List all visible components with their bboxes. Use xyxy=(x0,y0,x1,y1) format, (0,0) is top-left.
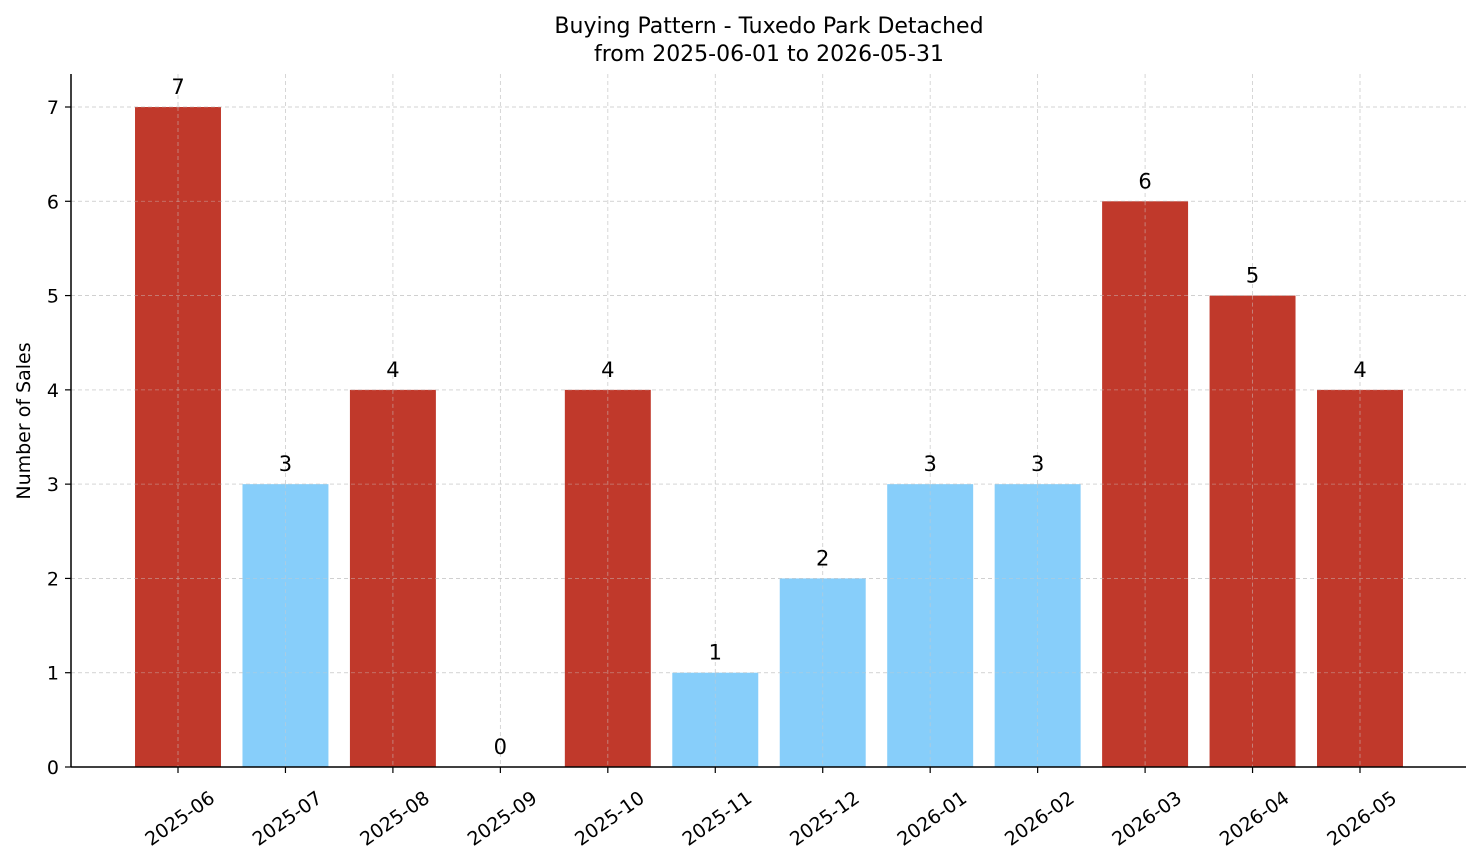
data-label-2025-12: 2 xyxy=(816,546,829,570)
data-label-2026-05: 4 xyxy=(1353,358,1366,382)
chart-subtitle: from 2025-06-01 to 2026-05-31 xyxy=(594,42,944,67)
x-tick-label: 2025-07 xyxy=(249,787,327,851)
x-tick-label: 2025-11 xyxy=(678,787,756,851)
data-label-2025-07: 3 xyxy=(279,452,292,476)
y-tick-label: 6 xyxy=(47,191,59,213)
y-tick-label: 1 xyxy=(47,663,59,685)
y-tick-label: 0 xyxy=(47,757,59,779)
data-label-2025-09: 0 xyxy=(494,735,507,759)
data-label-2026-01: 3 xyxy=(923,452,936,476)
y-axis-label: Number of Sales xyxy=(13,342,35,499)
y-tick-label: 7 xyxy=(47,97,59,119)
x-tick-label: 2026-03 xyxy=(1108,787,1186,851)
data-label-2025-10: 4 xyxy=(601,358,614,382)
y-tick-label: 5 xyxy=(47,286,59,308)
x-tick-label: 2026-01 xyxy=(893,787,971,851)
axes xyxy=(65,74,1466,773)
data-label-2026-02: 3 xyxy=(1031,452,1044,476)
data-labels: 7 3 4 0 4 1 2 3 3 6 5 4 xyxy=(171,75,1366,759)
data-label-2025-11: 1 xyxy=(709,641,722,665)
chart-title: Buying Pattern - Tuxedo Park Detached xyxy=(554,14,983,39)
x-tick-label: 2026-02 xyxy=(1001,787,1079,851)
y-tick-label: 2 xyxy=(47,568,59,590)
x-tick-label: 2025-08 xyxy=(356,787,434,851)
data-label-2025-06: 7 xyxy=(171,75,184,99)
x-tick-label: 2026-05 xyxy=(1323,787,1401,851)
bar-2025-10 xyxy=(564,389,651,767)
data-label-2026-03: 6 xyxy=(1138,169,1151,193)
y-tick-label: 3 xyxy=(47,474,59,496)
y-tick-label: 4 xyxy=(47,380,59,402)
x-tick-label: 2025-06 xyxy=(141,787,219,851)
x-tick-label: 2025-09 xyxy=(464,787,542,851)
data-label-2025-08: 4 xyxy=(386,358,399,382)
bars xyxy=(71,106,1466,768)
x-tick-label: 2026-04 xyxy=(1216,787,1294,851)
data-label-2026-04: 5 xyxy=(1246,264,1259,288)
x-tick-label: 2025-10 xyxy=(571,787,649,851)
x-tick-label: 2025-12 xyxy=(786,787,864,851)
